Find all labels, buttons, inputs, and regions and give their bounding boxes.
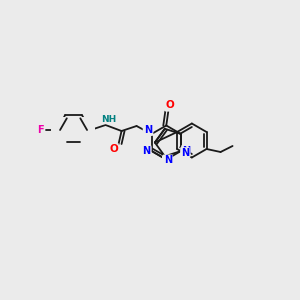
Text: N: N — [142, 147, 151, 157]
Text: O: O — [166, 100, 175, 110]
Text: N: N — [182, 146, 190, 156]
Text: O: O — [166, 100, 175, 110]
Text: N: N — [145, 125, 153, 135]
Text: O: O — [109, 144, 118, 154]
Text: N: N — [143, 125, 152, 135]
Text: N: N — [163, 156, 171, 166]
Text: F: F — [37, 125, 44, 135]
Text: NH: NH — [101, 115, 116, 124]
Bar — [51, 116, 95, 160]
Text: N: N — [181, 148, 189, 158]
Text: N: N — [142, 146, 151, 156]
Text: N: N — [164, 155, 172, 165]
